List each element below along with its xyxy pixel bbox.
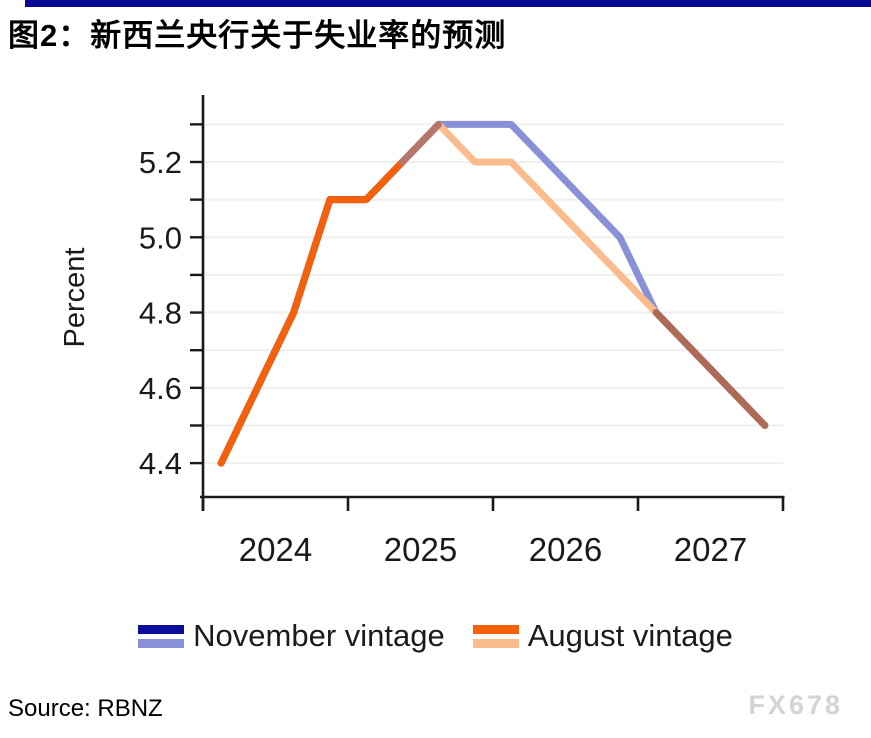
- y-tick-label: 4.6: [139, 371, 182, 406]
- august-line-swatch-icon: [472, 624, 519, 648]
- legend-item-august: August vintage: [472, 618, 733, 654]
- y-tick-label: 4.8: [139, 296, 182, 331]
- watermark: FX678: [748, 690, 843, 720]
- legend-label-november: November vintage: [193, 618, 445, 653]
- august-vintage-history-line: [217, 158, 406, 467]
- figure-title: 图2：新西兰央行关于失业率的预测: [8, 18, 507, 53]
- overlap-line: [398, 120, 443, 166]
- y-tick-label: 4.4: [139, 446, 182, 481]
- legend-label-august: August vintage: [527, 618, 733, 653]
- x-tick-label: 2025: [384, 531, 457, 568]
- chart-legend: November vintage August vintage: [0, 610, 871, 662]
- november-line-swatch-icon: [138, 624, 185, 648]
- title-accent-bar: [25, 0, 871, 7]
- source-note: Source: RBNZ: [8, 695, 163, 722]
- x-tick-label: 2024: [239, 531, 312, 568]
- x-tick-label: 2027: [674, 531, 747, 568]
- y-tick-label: 5.0: [139, 220, 182, 255]
- november-vintage-history-line: [217, 120, 443, 467]
- y-tick-label: 5.2: [139, 145, 182, 180]
- legend-item-november: November vintage: [138, 618, 445, 654]
- x-tick-label: 2026: [529, 531, 602, 568]
- y-axis-title: Percent: [59, 248, 91, 348]
- overlap-line: [652, 309, 769, 429]
